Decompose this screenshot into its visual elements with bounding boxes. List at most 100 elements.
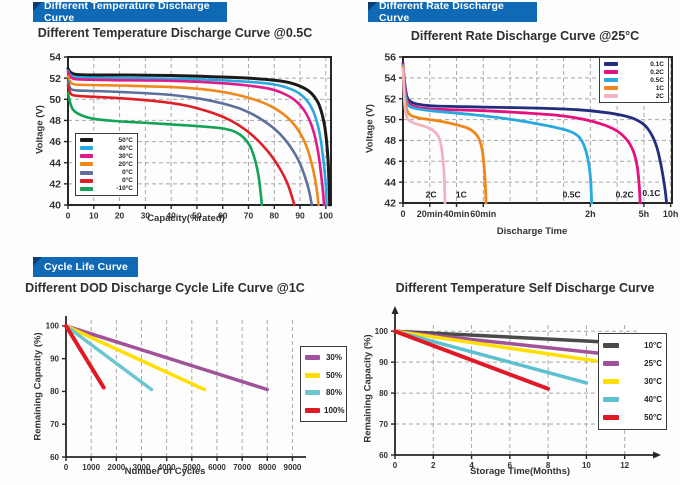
legend-swatch-icon <box>80 170 93 175</box>
x-tick-label: 6000 <box>208 463 226 472</box>
legend-label: 40°C <box>118 144 133 152</box>
x-tick-label: 40min <box>444 209 470 219</box>
series-50°C <box>66 67 332 207</box>
chart-title: Different Temperature Discharge Curve @0… <box>37 26 313 40</box>
legend-swatch-icon <box>604 94 618 98</box>
series-30°C <box>66 70 326 207</box>
x-tick-label: 7000 <box>233 463 251 472</box>
y-tick-label: 42 <box>49 179 61 191</box>
y-tick-label: 100 <box>46 322 60 331</box>
series-30°C <box>393 329 627 367</box>
legend-item-0.2C: 0.2C <box>604 69 664 76</box>
legend-item-50%: 50% <box>305 371 342 380</box>
x-tick-label: 6 <box>508 461 513 470</box>
x-axis-label: Storage Time(Months) <box>469 466 571 477</box>
legend-label: 1C <box>655 84 664 92</box>
legend-swatch-icon <box>603 397 619 403</box>
legend-item-0.5C: 0.5C <box>604 77 664 84</box>
x-tick-label: 10 <box>89 211 99 221</box>
legend-swatch-icon <box>604 86 618 90</box>
x-axis-label: Discharge Time <box>496 226 568 237</box>
legend-swatch-icon <box>305 372 320 378</box>
temperature-discharge-plot: 0 10 20 30 40 50 60 70 80 90 100 40 42 44 46 48 50 52 54 <box>49 52 333 221</box>
legend: 50°C 40°C 30°C 20°C 0°C 0°C -10°C <box>75 133 138 196</box>
x-tick-label: 8000 <box>258 463 276 472</box>
y-tick-label: 90 <box>50 354 59 363</box>
legend-label: 0.5C <box>650 76 664 84</box>
y-tick-label: 44 <box>49 157 61 169</box>
series-0.5C <box>401 63 594 205</box>
legend-item-30%: 30% <box>305 353 342 362</box>
x-axis-arrow-icon <box>653 451 661 459</box>
series-50°C <box>393 329 551 391</box>
y-tick-label: 90 <box>379 358 388 367</box>
legend-label: 50°C <box>644 413 662 423</box>
y-tick-label: 54 <box>384 73 396 85</box>
legend-label: 30°C <box>644 376 662 386</box>
x-tick-label: 0 <box>400 209 405 219</box>
x-tick-label: 10 <box>582 461 591 470</box>
y-tick-label: 70 <box>379 420 388 429</box>
y-tick-label: 52 <box>49 73 61 85</box>
y-tick-label: 56 <box>384 52 396 64</box>
plot-frame <box>402 56 673 204</box>
series-2C <box>401 67 447 205</box>
legend-item-25°C: 25°C <box>603 359 662 368</box>
curve-annotation: 2C <box>426 190 437 200</box>
legend: 30% 50% 80% 100% <box>300 346 347 422</box>
legend-label: 0°C <box>122 177 133 185</box>
chart-temperature-discharge: Different Temperature Discharge Curve @0… <box>0 0 340 250</box>
legend-label: 20°C <box>118 160 133 168</box>
legend-item-30°C: 30°C <box>80 153 133 160</box>
x-tick-label: 10h <box>663 209 679 219</box>
legend-label: 0°C <box>122 169 133 177</box>
series-1C <box>401 65 488 205</box>
legend-swatch-icon <box>305 355 320 361</box>
legend-swatch-icon <box>305 407 320 413</box>
chart-title: Different Rate Discharge Curve @25°C <box>410 29 640 43</box>
y-tick-label: 48 <box>49 115 61 127</box>
legend-label: 50°C <box>118 136 133 144</box>
chart-title: Different DOD Discharge Cycle Life Curve… <box>25 281 305 295</box>
legend: 10°C 25°C 30°C 40°C 50°C <box>598 333 667 430</box>
legend-swatch-icon <box>604 78 618 82</box>
plot-frame <box>67 56 332 206</box>
x-tick-label: 70 <box>244 211 254 221</box>
banner-label: Different Rate Discharge Curve <box>379 0 504 24</box>
x-tick-label: 4 <box>469 461 474 470</box>
legend-item-10°C: 10°C <box>603 341 662 350</box>
series-20°C <box>66 74 320 207</box>
series-0°C <box>66 80 314 207</box>
legend-label: 2C <box>655 92 664 100</box>
legend-label: 0.2C <box>650 68 664 76</box>
x-tick-label: 4000 <box>158 463 176 472</box>
legend-label: 80% <box>325 388 342 398</box>
series-0.2C <box>401 62 642 205</box>
plot-area: 0 10 20 30 40 50 60 70 80 90 100 40 42 44 46 48 50 52 54 <box>0 0 340 250</box>
x-tick-label: 80 <box>270 211 280 221</box>
y-tick-label: 42 <box>384 198 396 210</box>
legend-swatch-icon <box>80 162 93 167</box>
y-tick-label: 80 <box>50 387 59 396</box>
y-tick-label: 50 <box>49 94 61 106</box>
x-tick-label: 20min <box>417 209 443 219</box>
legend-label: 40°C <box>644 395 662 405</box>
legend-item--10°C: -10°C <box>80 185 133 192</box>
chart-rate-discharge: Different Rate Discharge Curve @25°C Vol… <box>340 0 680 250</box>
plot-area: 0 20min 40min 60min 2h 5h 10h 42 44 46 48 50 52 54 56 2… <box>340 0 680 250</box>
legend-item-30°C: 30°C <box>603 377 662 386</box>
x-tick-label: 2000 <box>107 463 125 472</box>
series-50% <box>64 324 207 392</box>
legend-label: 10°C <box>644 340 662 350</box>
legend-item-40°C: 40°C <box>603 395 662 404</box>
series--10°C <box>66 91 264 207</box>
x-tick-label: 2h <box>585 209 596 219</box>
x-tick-label: 50 <box>192 211 202 221</box>
x-tick-label: 3000 <box>133 463 151 472</box>
legend-swatch-icon <box>603 378 619 384</box>
y-tick-label: 70 <box>50 420 59 429</box>
legend-item-40°C: 40°C <box>80 145 133 152</box>
banner-temperature-discharge: Different Temperature Discharge Curve <box>33 0 227 24</box>
curve-annotation: 1C <box>456 190 467 200</box>
legend-label: 25°C <box>644 358 662 368</box>
